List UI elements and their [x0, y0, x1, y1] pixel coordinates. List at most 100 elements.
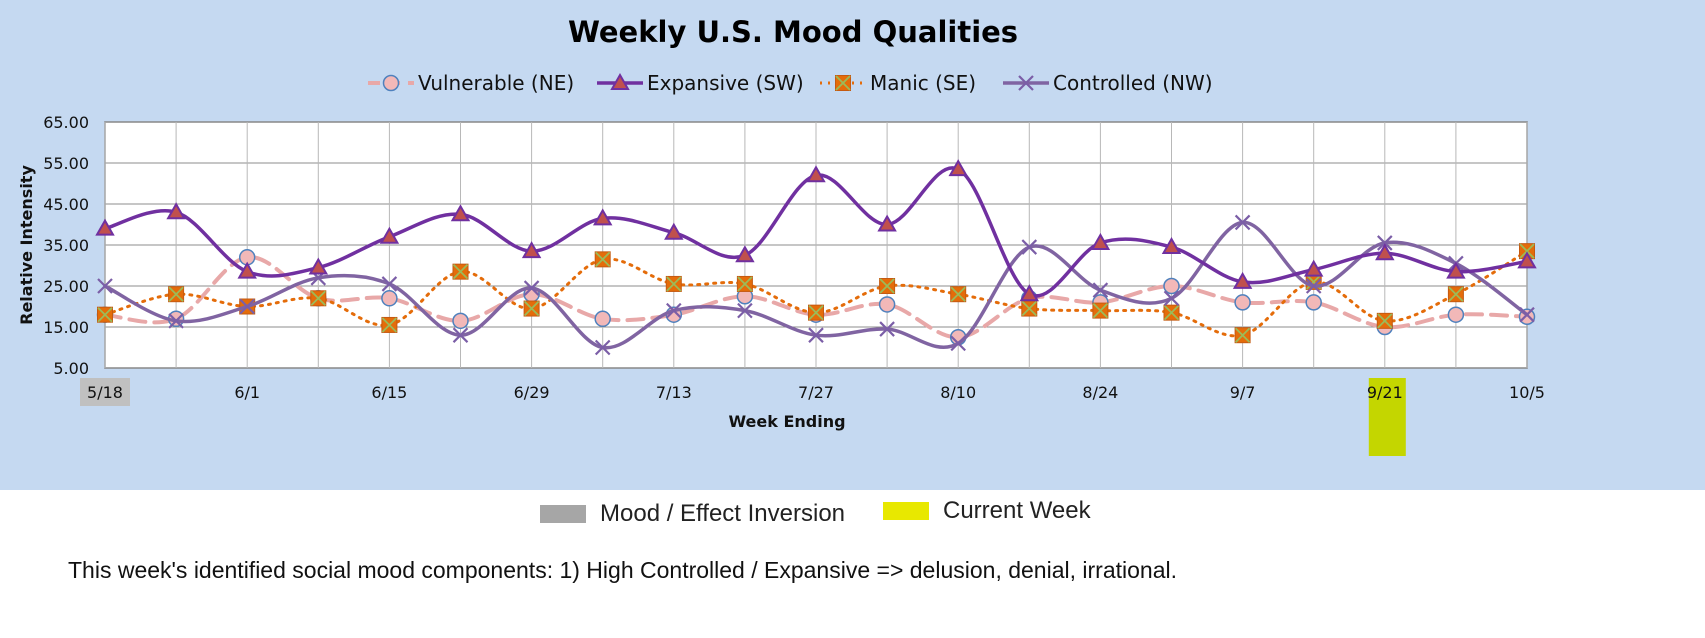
- x-tick-label: 9/7: [1230, 383, 1256, 402]
- x-tick-label: 7/13: [656, 383, 692, 402]
- y-tick-label: 35.00: [43, 236, 89, 255]
- x-tick-label: 10/5: [1509, 383, 1545, 402]
- data-point: [523, 280, 540, 296]
- data-point: [95, 218, 115, 236]
- marker-cross: [97, 307, 113, 323]
- marker-cross: [310, 290, 326, 306]
- inversion-legend-item: Mood / Effect Inversion: [540, 500, 845, 528]
- legend-item: Vulnerable (NE): [368, 71, 574, 95]
- chart-title: Weekly U.S. Mood Qualities: [568, 15, 1018, 49]
- data-point: [878, 296, 896, 313]
- data-point: [1090, 232, 1111, 250]
- data-point: [1305, 278, 1322, 294]
- data-point: [808, 327, 824, 343]
- chart-legend: Vulnerable (NE) Expansive (SW) Manic (SE) C…: [368, 71, 1213, 95]
- marker-cross: [523, 300, 540, 317]
- legend-label: Controlled (NW): [1053, 71, 1213, 95]
- x-tick-label: 5/18: [87, 383, 123, 402]
- data-point: [452, 263, 469, 280]
- series-line: [103, 249, 1529, 338]
- data-point: [1234, 214, 1251, 231]
- data-point: [1234, 294, 1251, 311]
- x-tick-label: 6/15: [371, 383, 407, 402]
- inversion-swatch: [540, 505, 586, 523]
- data-point: [737, 302, 753, 319]
- marker-cross: [381, 317, 398, 333]
- data-point: [948, 159, 968, 177]
- y-tick-label: 45.00: [43, 195, 89, 214]
- legend-label: Manic (SE): [870, 71, 976, 95]
- data-point: [1447, 286, 1464, 303]
- current-week-highlight: [1368, 378, 1406, 456]
- data-point: [592, 208, 613, 226]
- legend-item: Expansive (SW): [597, 71, 804, 95]
- data-point: [1161, 237, 1182, 255]
- data-point: [1092, 302, 1109, 319]
- legend-marker: [835, 75, 851, 91]
- x-tick-label: 8/24: [1082, 383, 1118, 402]
- data-point: [1517, 251, 1537, 269]
- data-point: [665, 275, 682, 292]
- x-tick-label: 6/1: [234, 383, 260, 402]
- data-point: [950, 286, 967, 303]
- data-point: [308, 257, 329, 275]
- data-point: [452, 327, 469, 343]
- data-point: [1019, 284, 1040, 302]
- data-point: [1377, 235, 1393, 251]
- marker-cross: [950, 286, 966, 302]
- data-point: [806, 165, 826, 183]
- data-point: [521, 241, 542, 259]
- data-point: [310, 290, 327, 307]
- data-point: [736, 275, 753, 292]
- data-point: [594, 339, 611, 356]
- inversion-legend-label: Mood / Effect Inversion: [600, 500, 846, 527]
- marker-cross: [1519, 243, 1535, 259]
- legend-item: Manic (SE): [820, 71, 976, 95]
- data-point: [1447, 306, 1465, 323]
- marker-cross: [168, 286, 184, 302]
- marker-cross: [1377, 313, 1393, 329]
- chart-area: Weekly U.S. Mood Qualities 5.00 15.00 25.00…: [0, 0, 1705, 490]
- y-axis-title: Relative Intensity: [17, 165, 36, 325]
- data-point: [879, 321, 895, 337]
- y-tick-label: 55.00: [43, 154, 89, 173]
- data-point: [594, 310, 611, 328]
- marker-cross: [879, 278, 895, 294]
- data-point: [879, 278, 896, 294]
- data-point: [1021, 300, 1038, 317]
- data-point: [381, 276, 398, 292]
- data-point: [168, 286, 185, 303]
- y-tick-label: 15.00: [43, 318, 89, 337]
- series-manic: [97, 243, 1535, 344]
- y-tick-label: 5.00: [53, 359, 89, 378]
- data-point: [1305, 294, 1322, 311]
- marker-cross: [1163, 305, 1180, 321]
- x-tick-label: 7/27: [798, 383, 834, 402]
- x-tick-label: 9/21: [1367, 383, 1403, 402]
- marker-cross: [1234, 327, 1251, 343]
- data-point: [97, 306, 113, 323]
- data-point: [950, 335, 966, 352]
- data-point: [594, 251, 611, 268]
- series-expansive: [95, 159, 1537, 302]
- marker-cross: [1448, 286, 1464, 302]
- data-point: [1163, 304, 1180, 321]
- legend-label: Expansive (SW): [647, 71, 804, 95]
- marker-cross: [666, 276, 682, 292]
- data-point: [1163, 277, 1180, 295]
- data-point: [1376, 312, 1393, 329]
- data-point: [168, 313, 184, 329]
- data-point: [1303, 259, 1324, 277]
- marker-cross: [1092, 302, 1109, 319]
- data-point: [239, 298, 255, 315]
- data-point: [1163, 290, 1180, 307]
- current-week-legend-item: Current Week: [883, 497, 1091, 525]
- data-point: [381, 316, 398, 333]
- data-point: [1446, 261, 1466, 279]
- data-point: [1234, 327, 1251, 344]
- legend-marker: [382, 74, 400, 92]
- data-point: [97, 278, 113, 294]
- marker-cross: [808, 305, 824, 321]
- data-point: [664, 222, 684, 240]
- marker-cross: [452, 264, 469, 280]
